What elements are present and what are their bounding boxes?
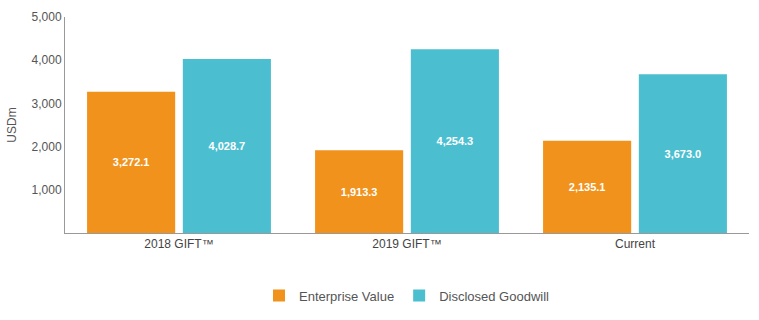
svg-text:3,272.1: 3,272.1 (113, 156, 150, 168)
svg-text:4,028.7: 4,028.7 (209, 140, 246, 152)
svg-text:3,000: 3,000 (32, 97, 62, 111)
svg-text:2019 GIFT™: 2019 GIFT™ (372, 237, 441, 251)
svg-text:Enterprise Value: Enterprise Value (299, 289, 394, 304)
svg-text:2018 GIFT™: 2018 GIFT™ (144, 237, 213, 251)
svg-text:1,000: 1,000 (32, 183, 62, 197)
svg-text:5,000: 5,000 (32, 10, 62, 24)
svg-text:1,913.3: 1,913.3 (341, 186, 378, 198)
svg-text:2,135.1: 2,135.1 (569, 181, 606, 193)
svg-text:Disclosed Goodwill: Disclosed Goodwill (439, 289, 549, 304)
svg-text:2,000: 2,000 (32, 140, 62, 154)
svg-text:USDm: USDm (5, 107, 19, 142)
svg-text:Current: Current (615, 237, 656, 251)
svg-text:4,254.3: 4,254.3 (437, 135, 474, 147)
svg-text:3,673.0: 3,673.0 (665, 148, 702, 160)
svg-text:4,000: 4,000 (32, 53, 62, 67)
